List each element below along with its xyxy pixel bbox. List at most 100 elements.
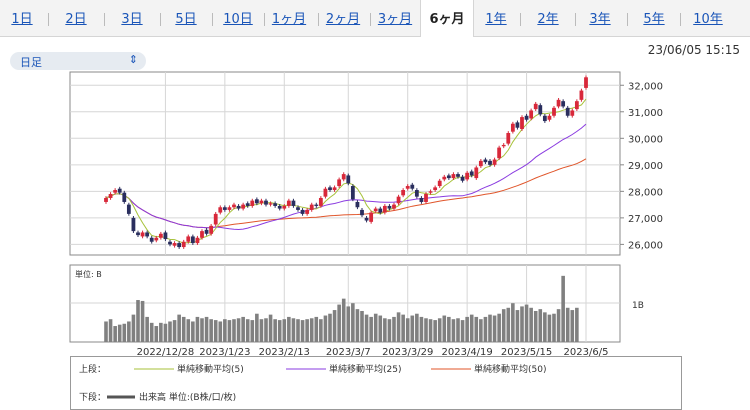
date-tick-label: 2023/3/29	[382, 347, 433, 358]
candle-body	[140, 232, 145, 237]
volume-bar	[529, 307, 533, 342]
candle-body	[291, 200, 296, 206]
candle-body	[213, 213, 218, 225]
interval-select[interactable]: 日足 ⇕	[10, 52, 146, 70]
tab-6m[interactable]: 6ヶ月	[420, 0, 474, 37]
tab-2m[interactable]: 2ヶ月	[325, 12, 361, 27]
candle-body	[405, 186, 410, 189]
candle-body	[497, 147, 502, 159]
candle-body	[122, 192, 127, 202]
interval-select-value: 日足	[20, 56, 42, 69]
volume-bar	[396, 312, 401, 342]
candle-body	[236, 205, 241, 209]
price-tick-label: 26,000	[628, 240, 663, 251]
candle-body	[520, 117, 524, 130]
moving-average-lines	[105, 98, 587, 244]
tab-3d[interactable]: 3日	[121, 12, 143, 27]
candle-body	[428, 191, 433, 193]
candle-body	[510, 123, 515, 132]
date-tick-label: 2023/1/23	[199, 347, 250, 358]
volume-bar	[488, 314, 492, 342]
candle-body	[552, 107, 556, 116]
candle-body	[460, 176, 465, 181]
tab-10y[interactable]: 10年	[693, 12, 723, 27]
volume-bar	[328, 313, 332, 342]
volume-bar	[273, 319, 277, 342]
price-tick-label: 30,000	[628, 134, 663, 145]
tab-divider	[104, 13, 105, 26]
tab-1d[interactable]: 1日	[11, 12, 33, 27]
volume-bar	[145, 316, 149, 342]
volume-bar	[149, 322, 154, 342]
volume-bar	[291, 318, 296, 342]
volume-bar	[369, 316, 373, 342]
tab-5d[interactable]: 5日	[175, 12, 197, 27]
tab-2d[interactable]: 2日	[65, 12, 87, 27]
candle-body	[232, 204, 236, 208]
candle-body	[186, 236, 191, 242]
volume-bar	[355, 309, 360, 342]
volume-bar	[300, 320, 305, 342]
candle-body	[570, 110, 575, 116]
tab-1y[interactable]: 1年	[485, 12, 507, 27]
tab-divider	[627, 13, 628, 26]
volume-bar	[255, 313, 259, 342]
price-tick-label: 32,000	[628, 81, 663, 92]
legend-upper-label: 上段：	[79, 365, 107, 375]
candle-body	[104, 197, 108, 202]
candle-body	[145, 232, 150, 237]
candle-body	[273, 203, 278, 206]
tab-3y[interactable]: 3年	[589, 12, 611, 27]
tab-1m[interactable]: 1ヶ月	[271, 12, 307, 27]
volume-unit-label: 単位: B	[75, 269, 102, 279]
candle-body	[323, 188, 328, 197]
tab-3m[interactable]: 3ヶ月	[377, 12, 413, 27]
legend-volume: 出来高 単位:(B株/口/枚)	[139, 393, 237, 403]
candle-body	[250, 200, 255, 206]
volume-bar	[497, 313, 501, 342]
volume-bar	[561, 275, 565, 342]
date-tick-label: 2023/5/15	[501, 347, 552, 358]
price-tick-label: 28,000	[628, 187, 663, 198]
candle-body	[254, 199, 259, 204]
volume-bar	[460, 320, 465, 342]
volume-tick-label: 1B	[632, 301, 644, 311]
candle-body	[373, 208, 378, 212]
tab-5y[interactable]: 5年	[643, 12, 665, 27]
candle-body	[442, 176, 447, 180]
volume-bar	[511, 303, 515, 342]
tab-10d[interactable]: 10日	[223, 12, 253, 27]
date-axis: 2022/12/28 2023/1/23 2023/2/13 2023/3/7 2023…	[137, 347, 609, 358]
candle-body	[163, 232, 168, 240]
tab-divider	[48, 13, 49, 26]
volume-bar	[131, 314, 136, 342]
candle-body	[584, 77, 588, 88]
candle-body	[465, 172, 470, 180]
volume-bar	[332, 310, 337, 342]
tab-2y[interactable]: 2年	[537, 12, 559, 27]
candle-body	[542, 115, 547, 122]
volume-bar	[264, 318, 268, 342]
volume-bar	[296, 319, 300, 342]
candle-body	[387, 205, 392, 209]
candle-body	[296, 207, 300, 210]
volume-bar	[282, 319, 287, 342]
price-tick-label: 29,000	[628, 161, 663, 172]
candle-body	[241, 204, 246, 209]
volume-bar	[474, 316, 479, 342]
candle-body	[410, 184, 415, 189]
volume-bar	[245, 319, 250, 342]
candle-body	[195, 237, 200, 244]
volume-bar	[305, 319, 309, 342]
volume-bar	[218, 321, 223, 342]
volume-bar	[538, 309, 543, 342]
volume-bar	[186, 319, 191, 342]
tab-divider	[212, 13, 213, 26]
candle-body	[538, 105, 543, 115]
volume-bar	[570, 310, 575, 342]
volume-bar	[172, 320, 177, 342]
volume-bar	[241, 316, 245, 342]
volume-bar	[181, 316, 186, 342]
candles	[104, 75, 588, 249]
